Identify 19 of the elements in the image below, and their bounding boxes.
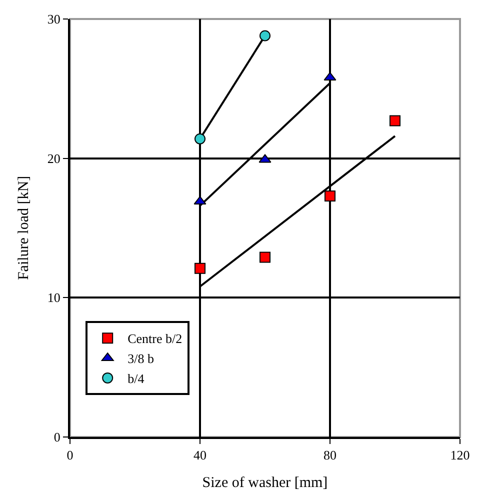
legend-label: Centre b/2 bbox=[128, 331, 182, 346]
y-axis-title: Failure load [kN] bbox=[16, 176, 32, 280]
x-tick-label: 40 bbox=[194, 448, 206, 463]
point bbox=[390, 115, 400, 126]
point bbox=[324, 190, 336, 202]
point bbox=[260, 252, 270, 263]
y-tick-label: 30 bbox=[47, 12, 60, 27]
x-tick-label: 120 bbox=[450, 448, 470, 463]
y-tick-label: 10 bbox=[47, 290, 60, 306]
point bbox=[194, 133, 206, 144]
legend-label: 3/8 b bbox=[128, 351, 154, 366]
y-tick-label: 0 bbox=[54, 430, 60, 445]
point bbox=[260, 30, 270, 42]
x-axis-title: Size of washer [mm] bbox=[202, 475, 328, 492]
y-tick-label: 20 bbox=[47, 150, 60, 166]
x-tick-label: 0 bbox=[66, 448, 74, 463]
legend-label: b/4 bbox=[128, 371, 145, 386]
point bbox=[194, 262, 206, 274]
x-tick-label: 80 bbox=[324, 448, 336, 463]
